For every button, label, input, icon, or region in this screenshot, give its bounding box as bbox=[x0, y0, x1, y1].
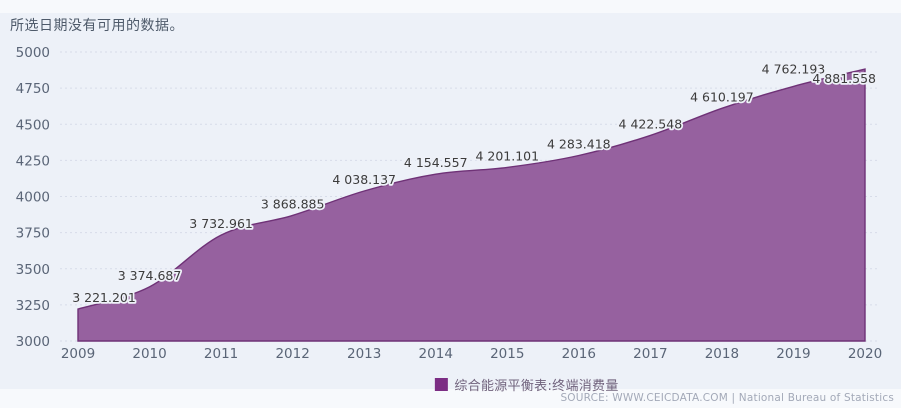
x-axis-tick-label: 2019 bbox=[776, 346, 810, 362]
y-axis-tick-label: 3750 bbox=[16, 226, 50, 242]
data-point-label: 4 154.557 bbox=[404, 155, 468, 170]
data-point-label: 3 732.961 bbox=[189, 216, 253, 231]
x-axis-tick-label: 2009 bbox=[61, 346, 95, 362]
x-axis-tick-label: 2020 bbox=[848, 346, 882, 362]
x-axis-tick-label: 2017 bbox=[633, 346, 667, 362]
x-axis-tick-label: 2011 bbox=[204, 346, 238, 362]
data-point-label: 4 881.558 bbox=[812, 71, 876, 86]
legend-item[interactable]: 综合能源平衡表:终端消费量 bbox=[434, 375, 618, 394]
data-point-label: 4 038.137 bbox=[332, 172, 396, 187]
x-axis-tick-label: 2015 bbox=[490, 346, 524, 362]
legend-label: 综合能源平衡表:终端消费量 bbox=[454, 379, 619, 394]
data-point-label: 4 762.193 bbox=[762, 61, 826, 76]
y-axis-tick-label: 3000 bbox=[16, 334, 50, 350]
top-band bbox=[0, 0, 901, 13]
data-point-label: 4 283.418 bbox=[547, 137, 611, 152]
y-axis-tick-label: 5000 bbox=[16, 45, 50, 61]
source-attribution: SOURCE: WWW.CEICDATA.COM | National Bure… bbox=[560, 392, 894, 404]
x-axis-tick-label: 2010 bbox=[132, 346, 166, 362]
data-point-label: 3 374.687 bbox=[118, 268, 182, 283]
x-axis-tick-label: 2014 bbox=[419, 346, 453, 362]
data-point-label: 4 610.197 bbox=[690, 89, 754, 104]
y-axis-tick-label: 4500 bbox=[16, 117, 50, 133]
x-axis-tick-label: 2018 bbox=[705, 346, 739, 362]
y-axis-tick-label: 4750 bbox=[16, 81, 50, 97]
area-series bbox=[77, 68, 866, 342]
x-axis-tick-label: 2016 bbox=[562, 346, 596, 362]
x-axis-tick-label: 2012 bbox=[275, 346, 309, 362]
no-data-notice: 所选日期没有可用的数据。 bbox=[10, 18, 184, 34]
data-point-label: 4 201.101 bbox=[475, 148, 539, 163]
y-axis-tick-label: 4250 bbox=[16, 153, 50, 169]
data-point-label: 4 422.548 bbox=[619, 116, 683, 131]
legend-swatch-icon bbox=[434, 378, 448, 391]
data-point-label: 3 868.885 bbox=[261, 196, 325, 211]
y-axis-tick-label: 3500 bbox=[16, 262, 50, 278]
y-axis-tick-label: 4000 bbox=[16, 190, 50, 206]
data-point-label: 3 221.201 bbox=[72, 290, 136, 305]
y-axis-tick-label: 3250 bbox=[16, 298, 50, 314]
bottom-band bbox=[0, 389, 901, 408]
x-axis-tick-label: 2013 bbox=[347, 346, 381, 362]
